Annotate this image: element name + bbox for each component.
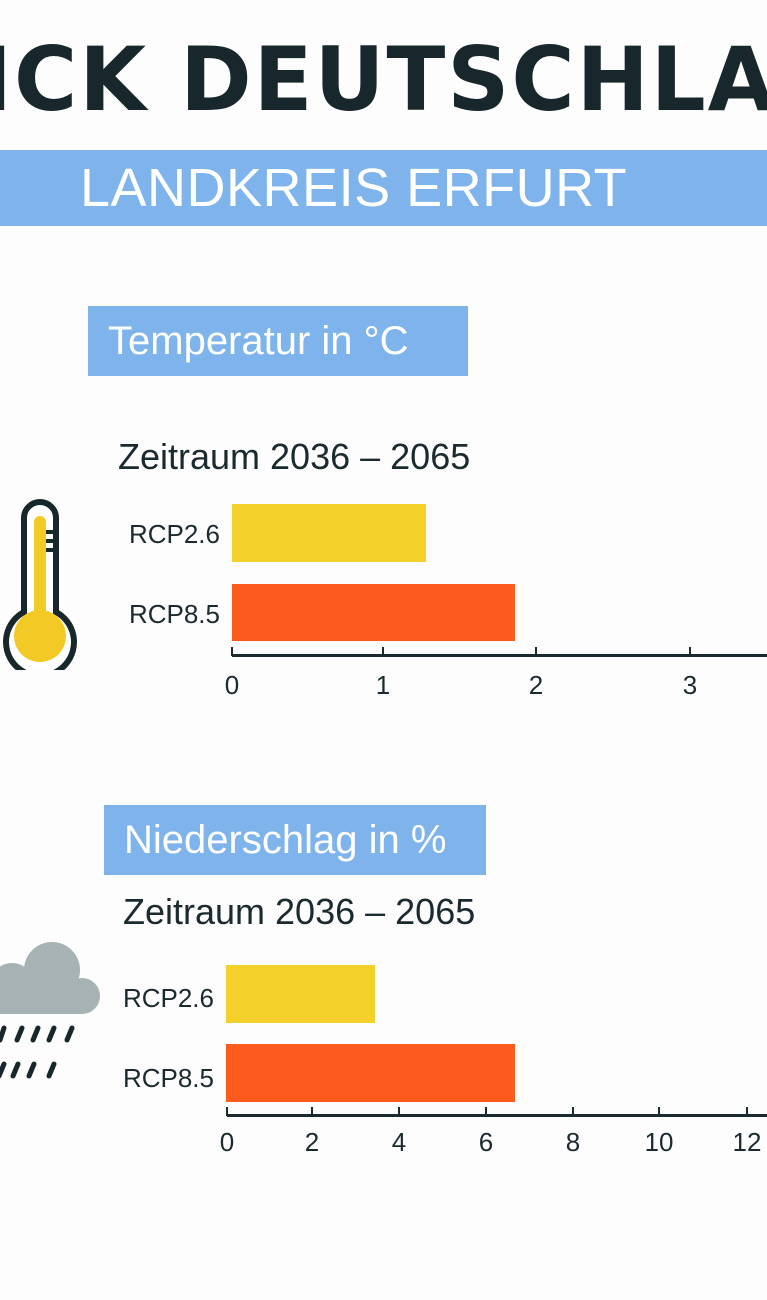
temperature-period: Zeitraum 2036 – 2065 (118, 436, 471, 477)
precipitation-tick-label: 8 (565, 1127, 581, 1157)
temperature-tick-label: 0 (224, 670, 240, 700)
temperature-tick (689, 647, 691, 656)
precipitation-x-axis (227, 1114, 767, 1117)
precipitation-tick-label: 6 (478, 1127, 494, 1157)
temperature-tick-label: 2 (528, 670, 544, 700)
precipitation-label-rcp85: RCP8.5 (122, 1063, 214, 1093)
precipitation-tick (658, 1107, 660, 1116)
precipitation-tick-label: 2 (304, 1127, 320, 1157)
temperature-section-tag: Temperatur in °C (88, 306, 468, 376)
temperature-label-rcp85: RCP8.5 (128, 599, 220, 629)
precipitation-chart-title: Niederschlag in % (124, 818, 447, 862)
precipitation-tick (226, 1107, 228, 1116)
temperature-tick-label: 1 (375, 670, 391, 700)
precipitation-tick (485, 1107, 487, 1116)
precipitation-bar-rcp26 (226, 965, 375, 1023)
precipitation-tick (746, 1107, 748, 1116)
temperature-label-rcp26: RCP2.6 (128, 519, 220, 549)
region-banner (0, 150, 767, 226)
precipitation-bar-rcp85 (226, 1044, 515, 1102)
precipitation-tick (572, 1107, 574, 1116)
precipitation-label-rcp26: RCP2.6 (122, 983, 214, 1013)
precipitation-period: Zeitraum 2036 – 2065 (123, 891, 476, 932)
temperature-tick (382, 647, 384, 656)
rain-cloud-icon (0, 942, 100, 1079)
temperature-x-axis (232, 654, 767, 657)
thermometer-icon (3, 499, 77, 670)
precipitation-section-tag: Niederschlag in % (104, 805, 486, 875)
temperature-chart-title: Temperatur in °C (108, 319, 409, 363)
temperature-bar-rcp85 (232, 584, 515, 641)
precipitation-tick-label: 12 (732, 1127, 762, 1157)
temperature-tick (535, 647, 537, 656)
precipitation-tick-label: 4 (391, 1127, 407, 1157)
temperature-tick (231, 647, 233, 656)
precipitation-tick (311, 1107, 313, 1116)
precipitation-tick (398, 1107, 400, 1116)
precipitation-tick-label: 10 (644, 1127, 674, 1157)
temperature-tick-label: 3 (682, 670, 698, 700)
precipitation-tick-label: 0 (219, 1127, 235, 1157)
main-title: ICK DEUTSCHLAN (0, 28, 767, 131)
region-title: LANDKREIS ERFURT (80, 158, 628, 218)
temperature-bar-rcp26 (232, 504, 426, 562)
